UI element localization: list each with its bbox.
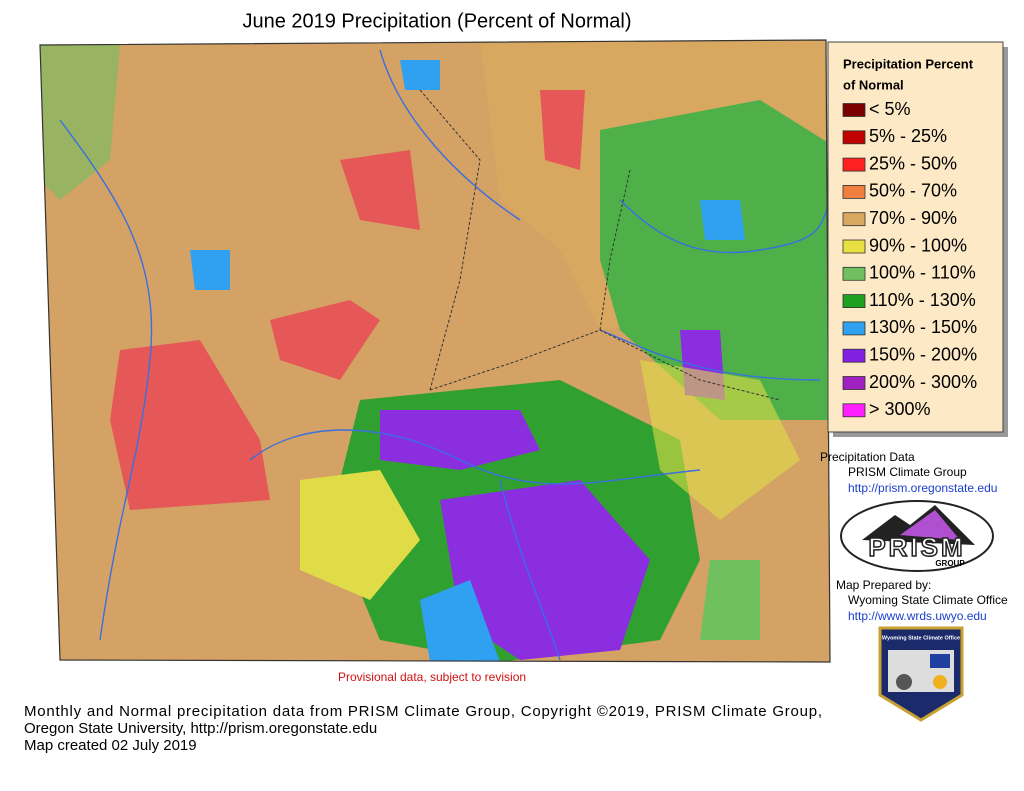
legend-label: 5% - 25%	[869, 126, 947, 146]
legend-label: 150% - 200%	[869, 344, 977, 364]
legend-label: 200% - 300%	[869, 372, 977, 392]
legend-swatch	[842, 130, 866, 145]
legend-label: > 300%	[869, 399, 931, 419]
legend: Precipitation Percent of Normal < 5% 5% -…	[842, 56, 977, 419]
provisional-note: Provisional data, subject to revision	[338, 670, 526, 684]
legend-swatch	[842, 103, 866, 117]
legend-label: 25% - 50%	[869, 153, 957, 173]
credit-heading: Precipitation Data	[820, 450, 915, 464]
legend-swatch	[842, 294, 866, 309]
logo-text: PRISM	[868, 532, 965, 562]
legend-swatch	[842, 157, 866, 172]
legend-swatch	[842, 321, 866, 336]
credit-source: PRISM Climate Group	[848, 465, 967, 479]
legend-title: Precipitation Percent	[843, 56, 974, 71]
legend-label: 70% - 90%	[869, 208, 957, 228]
legend-swatch	[842, 184, 866, 199]
footer-line: Oregon State University, http://prism.or…	[24, 720, 377, 737]
legend-swatch	[842, 212, 866, 227]
legend-label: 110% - 130%	[869, 290, 976, 310]
credit-source: Wyoming State Climate Office	[848, 593, 1008, 607]
prism-logo: PRISM GROUP	[840, 500, 994, 572]
credit-heading: Map Prepared by:	[836, 578, 931, 592]
state-border	[39, 39, 831, 663]
footer-line: Monthly and Normal precipitation data fr…	[24, 703, 822, 720]
legend-swatch	[842, 376, 866, 390]
map-title: June 2019 Precipitation (Percent of Norm…	[242, 10, 631, 32]
footer-line: Map created 02 July 2019	[24, 737, 197, 754]
map	[40, 40, 830, 662]
legend-label: < 5%	[869, 99, 911, 119]
legend-swatch	[842, 348, 866, 363]
legend-label: 130% - 150%	[869, 317, 977, 337]
credit-url[interactable]: http://prism.oregonstate.edu	[848, 481, 997, 495]
badge-text: Wyoming State Climate Office	[882, 635, 960, 641]
legend-swatch	[842, 239, 866, 254]
legend-label: 50% - 70%	[869, 181, 957, 201]
legend-title: of Normal	[843, 77, 904, 92]
legend-swatch	[842, 403, 866, 418]
legend-label: 90% - 100%	[869, 235, 967, 255]
credit-url[interactable]: http://www.wrds.uwyo.edu	[848, 609, 987, 623]
climate-office-badge: Wyoming State Climate Office	[878, 626, 964, 722]
legend-swatch	[842, 266, 866, 281]
logo-subtext: GROUP	[935, 559, 965, 568]
legend-label: 100% - 110%	[869, 263, 976, 283]
